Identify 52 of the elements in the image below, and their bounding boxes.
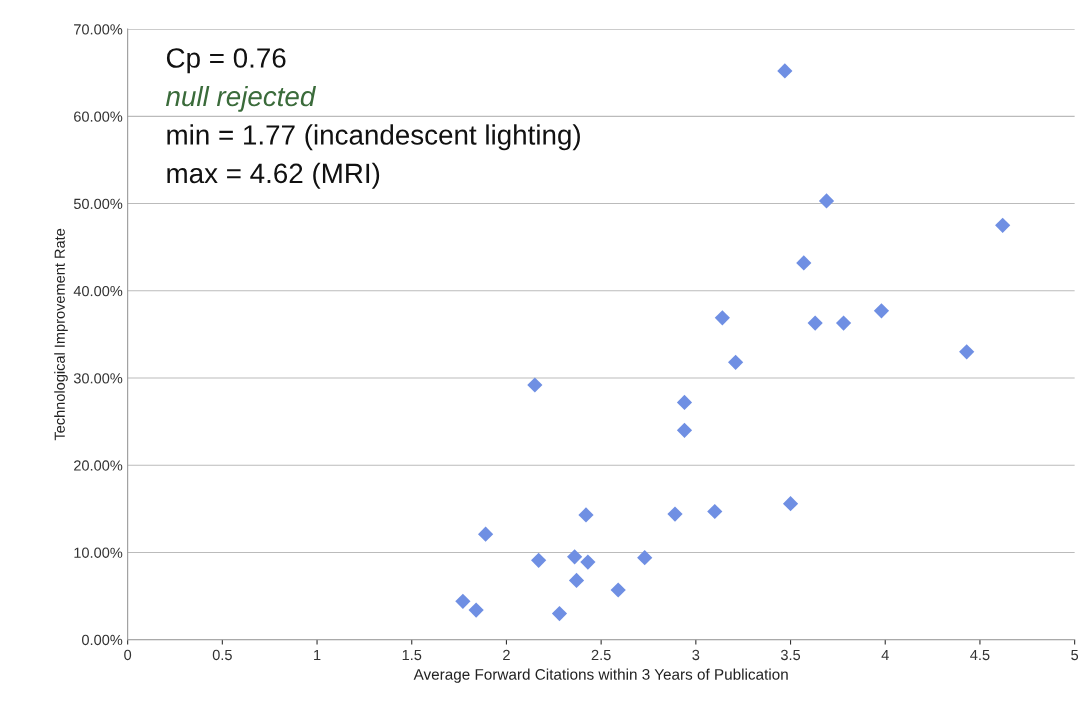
point [527, 377, 543, 393]
annotation: max = 4.62 (MRI) [167, 162, 380, 189]
point [455, 593, 471, 609]
point [568, 572, 585, 588]
x-tick-label: 4.5 [970, 649, 990, 661]
x-tick-label: 2.5 [591, 649, 611, 661]
annotation: min = 1.77 (incandescent lighting) [167, 124, 580, 151]
point [995, 217, 1011, 233]
annotation: Cp = 0.76 [166, 48, 286, 74]
point [468, 602, 484, 618]
point [777, 63, 793, 79]
x-tick-label: 3 [692, 649, 700, 661]
x-tick-label: 4 [881, 649, 889, 660]
point [637, 550, 653, 566]
y-tick-label: 20.00% [74, 460, 123, 471]
point [959, 344, 975, 360]
y-tick-label: 40.00% [73, 285, 123, 297]
x-tick-label: 3.5 [780, 649, 801, 661]
point [478, 526, 494, 542]
x-axis-title: Average Forward Citations within 3 Years of Publication [413, 668, 788, 683]
point [807, 315, 823, 331]
point [818, 193, 835, 209]
y-tick-label: 10.00% [74, 547, 123, 558]
x-tick-label: 5 [1071, 649, 1079, 661]
x-tick-label: 0 [124, 649, 132, 661]
point [667, 506, 683, 522]
point [676, 394, 693, 411]
point [580, 554, 596, 570]
y-tick-label: 50.00% [73, 198, 123, 209]
y-tick-label: 0.00% [82, 634, 123, 646]
point [707, 503, 723, 520]
point [610, 582, 626, 598]
point [676, 422, 693, 438]
x-tick-label: 2 [503, 649, 510, 660]
annotation: null rejected [165, 85, 317, 112]
y-axis-title: Technological Improvement Rate [54, 228, 68, 441]
y-tick-label: 70.00% [74, 24, 123, 35]
point [714, 310, 730, 326]
point [578, 507, 594, 523]
point [796, 255, 812, 271]
point [531, 552, 547, 568]
point [567, 549, 583, 565]
point [835, 315, 852, 331]
y-tick-label: 60.00% [74, 111, 123, 122]
x-tick-label: 1.5 [402, 649, 422, 661]
x-tick-label: 1 [314, 649, 321, 660]
y-tick-label: 30.00% [73, 373, 123, 384]
x-tick-label: 0.5 [212, 649, 232, 661]
point [728, 354, 744, 370]
point [551, 605, 568, 622]
point [873, 303, 890, 319]
point [782, 496, 799, 512]
